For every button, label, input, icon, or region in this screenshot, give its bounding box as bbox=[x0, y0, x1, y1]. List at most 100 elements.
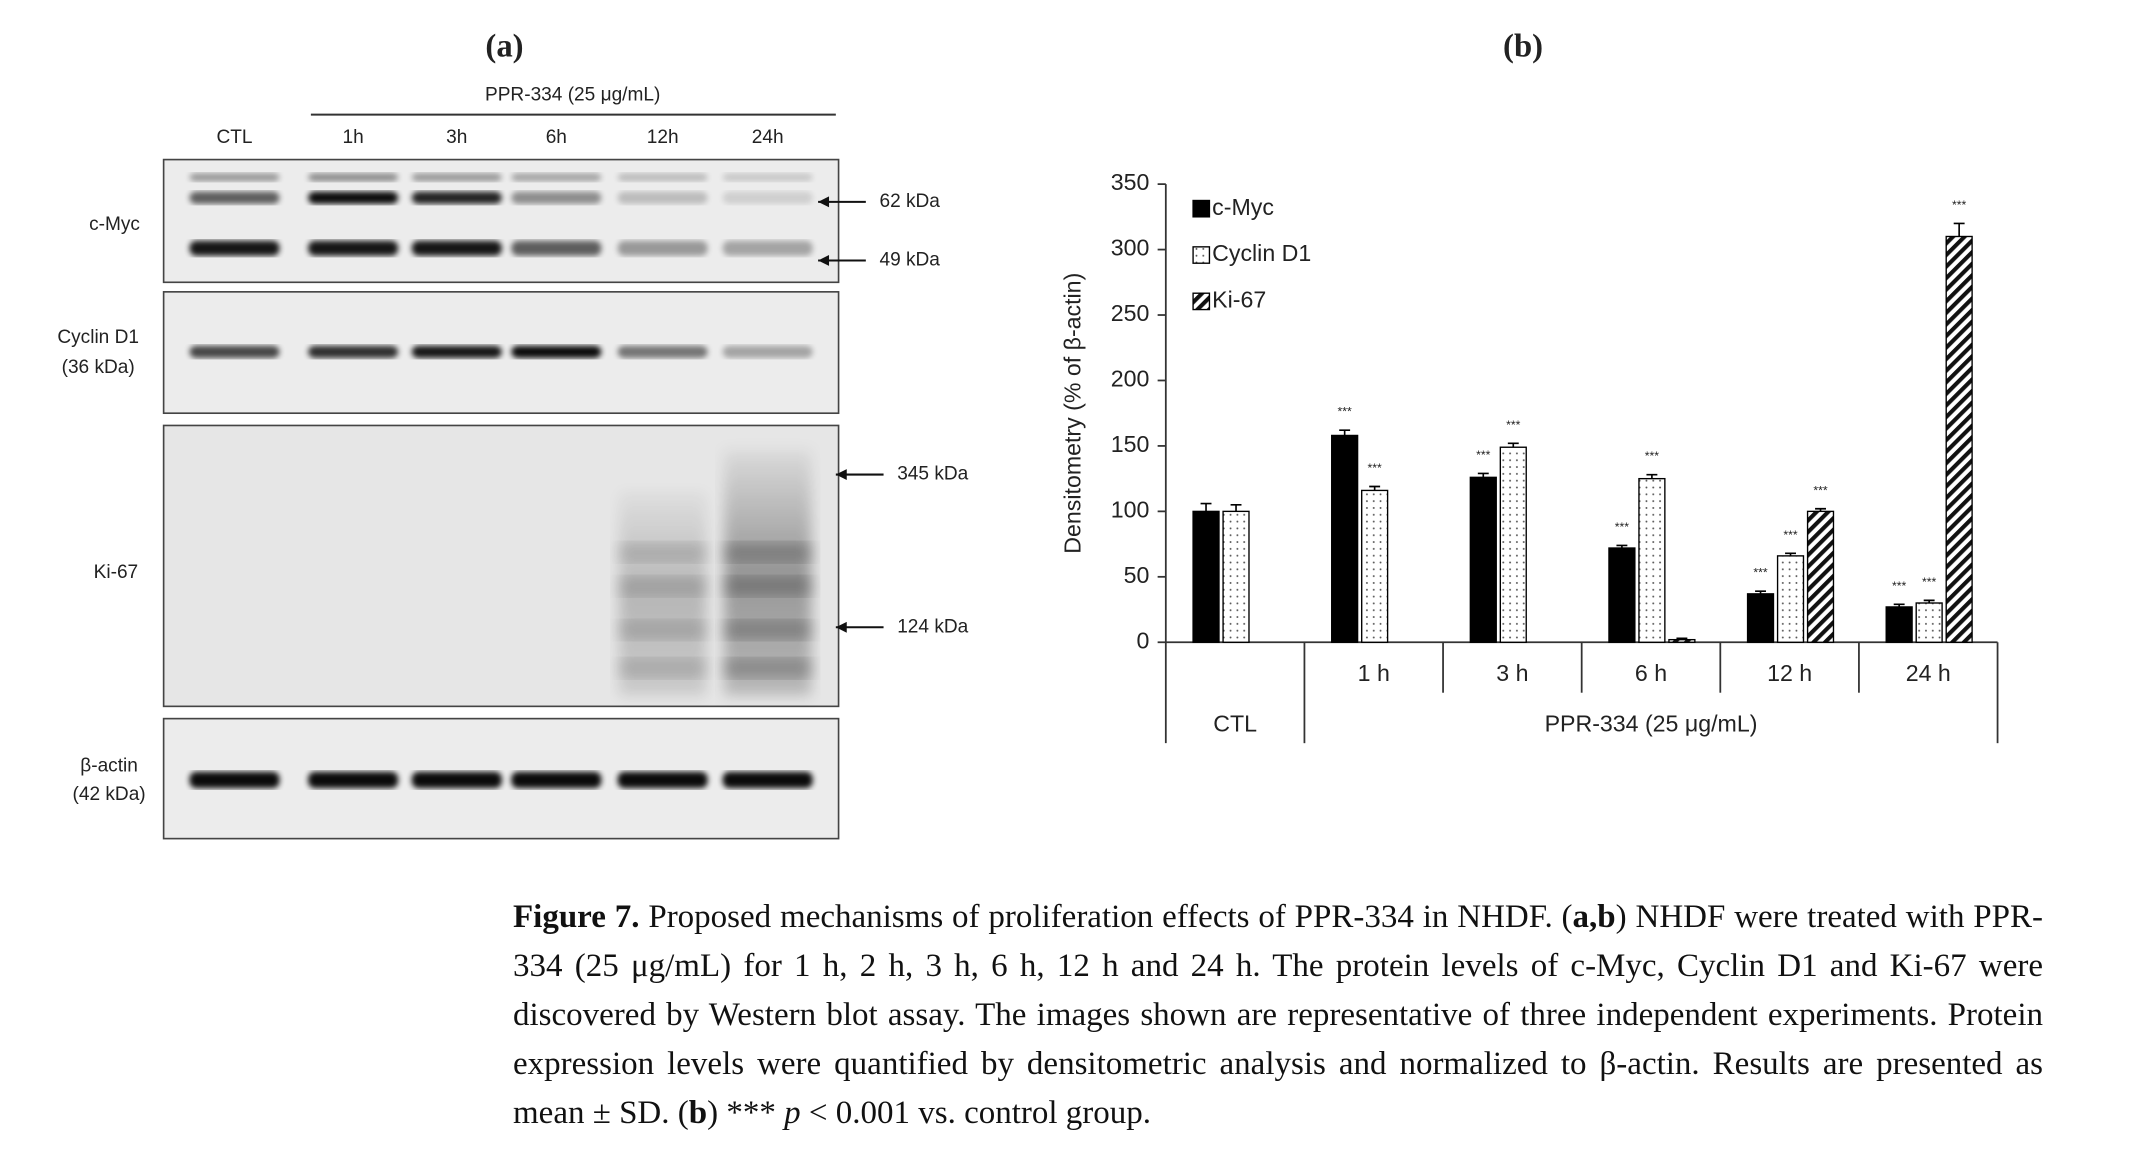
blot-smear bbox=[724, 450, 812, 696]
x-tick-label: 3 h bbox=[1496, 660, 1528, 686]
x-tick-label: 6 h bbox=[1635, 660, 1667, 686]
error-bar bbox=[1230, 504, 1242, 512]
significance-label: *** bbox=[1337, 405, 1352, 419]
caption-label: Figure 7. bbox=[513, 899, 640, 935]
error-bar bbox=[1923, 599, 1935, 603]
bar bbox=[1638, 477, 1666, 643]
error-bar bbox=[1369, 485, 1381, 491]
significance-label: *** bbox=[1506, 418, 1521, 432]
significance-label: *** bbox=[1952, 198, 1967, 212]
caption: Figure 7. Proposed mechanisms of prolife… bbox=[513, 893, 2043, 1138]
row-label: Cyclin D1 bbox=[57, 327, 139, 348]
y-tick-label: 0 bbox=[1137, 627, 1150, 653]
blot-band bbox=[619, 576, 707, 596]
marker-arrowhead bbox=[818, 255, 830, 266]
panel-title: (a) bbox=[485, 29, 523, 65]
legend-label: Cyclin D1 bbox=[1212, 240, 1311, 266]
significance-label: *** bbox=[1892, 579, 1907, 593]
bar bbox=[1331, 434, 1359, 643]
bar bbox=[1776, 555, 1805, 643]
lane-label: 3h bbox=[446, 127, 467, 148]
group-label: PPR-334 (25 μg/mL) bbox=[1545, 711, 1758, 737]
blot-band bbox=[411, 173, 502, 182]
x-tick-label: CTL bbox=[1213, 711, 1257, 737]
marker-arrowhead bbox=[818, 196, 830, 208]
bar bbox=[1915, 602, 1943, 643]
marker-label: 62 kDa bbox=[879, 191, 940, 212]
row-label: β-actin bbox=[80, 755, 138, 776]
caption-text: p bbox=[784, 1095, 801, 1131]
blot-band bbox=[511, 771, 602, 789]
blot-band bbox=[722, 771, 813, 789]
legend-label: Ki-67 bbox=[1212, 287, 1266, 313]
error-bar bbox=[1646, 473, 1658, 479]
error-bar bbox=[1339, 429, 1351, 436]
bar bbox=[1608, 547, 1636, 643]
blot-band bbox=[722, 191, 813, 204]
bar bbox=[1499, 446, 1527, 643]
panel-title: (b) bbox=[1503, 29, 1543, 65]
lane-label: 24h bbox=[752, 127, 784, 148]
caption-text: ) NHDF were treated with PPR-334 (25 μg/… bbox=[513, 899, 2044, 1131]
significance-label: *** bbox=[1615, 520, 1630, 534]
bar bbox=[1885, 606, 1913, 643]
bar bbox=[1192, 510, 1220, 643]
blot-band bbox=[308, 345, 399, 358]
bar bbox=[1945, 235, 1973, 643]
y-tick-label: 300 bbox=[1111, 235, 1150, 261]
blot-band bbox=[724, 658, 812, 678]
marker-label: 124 kDa bbox=[897, 616, 968, 637]
y-axis-label: Densitometry (% of β-actin) bbox=[1060, 273, 1086, 554]
blot-band bbox=[511, 191, 602, 204]
row-label: (36 kDa) bbox=[62, 357, 135, 378]
treatment-label: PPR-334 (25 μg/mL) bbox=[485, 85, 660, 106]
caption-text: a,b bbox=[1572, 899, 1616, 935]
blot-band bbox=[189, 345, 280, 358]
blot-band bbox=[189, 240, 280, 256]
row-label: c-Myc bbox=[89, 214, 140, 235]
error-bar bbox=[1507, 442, 1519, 448]
bar bbox=[1746, 593, 1775, 643]
western-blot: CTL 1h 3h 6h 12h 24h c-Myc 62 kDa 49 kDa Cyclin D… bbox=[57, 127, 969, 840]
blot-band bbox=[722, 345, 813, 358]
blot-band bbox=[411, 191, 502, 204]
blot-band bbox=[722, 240, 813, 256]
blot-band bbox=[617, 240, 708, 256]
bar bbox=[1668, 638, 1696, 643]
error-bar bbox=[1477, 472, 1489, 478]
blot-band bbox=[724, 620, 812, 640]
lane-label: 1h bbox=[343, 127, 364, 148]
x-tick-label: 12 h bbox=[1767, 660, 1812, 686]
blot-band bbox=[511, 345, 602, 358]
blot-band bbox=[619, 542, 707, 562]
legend-swatch bbox=[1192, 199, 1211, 218]
bar bbox=[1222, 510, 1250, 643]
error-bar bbox=[1893, 603, 1905, 607]
caption-text: Proposed mechanisms of proliferation eff… bbox=[648, 899, 1573, 935]
blot-band bbox=[617, 173, 708, 182]
blot-band bbox=[308, 771, 399, 789]
blot-band bbox=[511, 240, 602, 256]
error-bar bbox=[1200, 502, 1212, 512]
lane-label: 6h bbox=[546, 127, 567, 148]
blot-band bbox=[411, 345, 502, 358]
y-tick-label: 150 bbox=[1111, 431, 1150, 457]
error-bar bbox=[1785, 552, 1796, 556]
bar-chart: Densitometry (% of β-actin) 0 50 100 150 200 2… bbox=[1060, 169, 1999, 744]
significance-label: *** bbox=[1922, 575, 1937, 589]
blot-band bbox=[619, 658, 707, 678]
error-bar bbox=[1815, 507, 1826, 512]
row-label: (42 kDa) bbox=[73, 784, 146, 805]
significance-label: *** bbox=[1783, 528, 1798, 542]
blot-band bbox=[411, 240, 502, 256]
significance-label: *** bbox=[1645, 449, 1660, 463]
x-tick-label: 24 h bbox=[1906, 660, 1951, 686]
error-bar bbox=[1616, 544, 1628, 549]
blot-band bbox=[308, 240, 399, 256]
lane-label: CTL bbox=[217, 127, 253, 148]
blot-band bbox=[189, 771, 280, 789]
blot-band bbox=[411, 771, 502, 789]
blot-band bbox=[189, 173, 280, 182]
